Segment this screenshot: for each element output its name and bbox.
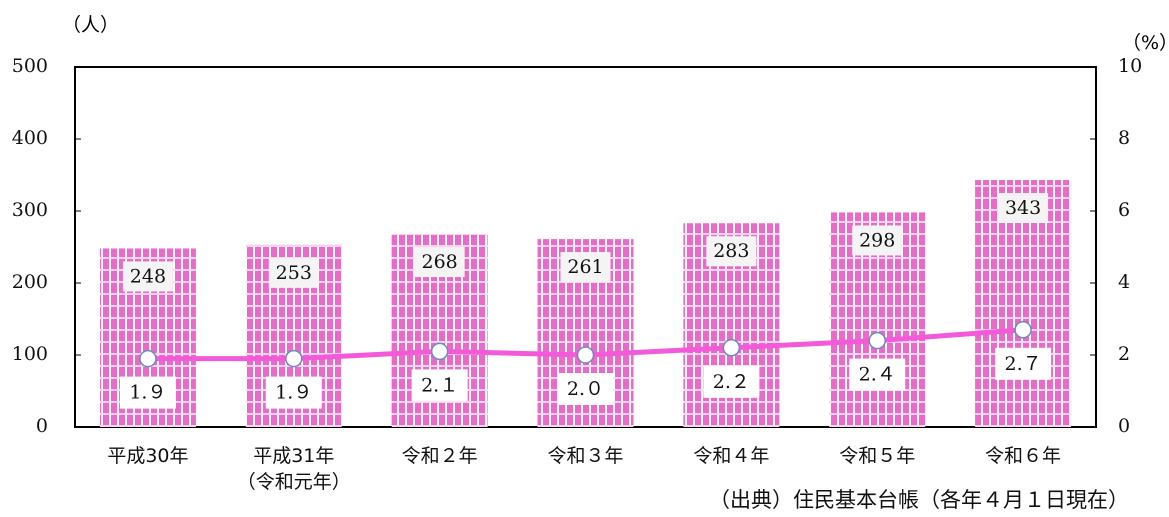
line-marker (576, 346, 595, 364)
bar-label-box (998, 193, 1049, 224)
x-tick-label: 令和６年 (985, 445, 1062, 467)
line-label-box (265, 376, 322, 409)
x-tick-label: 令和５年 (839, 445, 916, 467)
x-tick-label: 平成31年 （令和元年） (236, 445, 351, 493)
y-tick-label: 0 (36, 415, 48, 437)
y2-axis-label: （%） (1122, 32, 1169, 54)
line-label: 2.４ (859, 364, 896, 386)
line-label: 2.１ (421, 374, 458, 396)
line-label-box (411, 369, 468, 402)
x-tick-label: 令和２年 (401, 445, 478, 467)
y2-tick-label: 0 (1118, 415, 1130, 437)
y2-tick-label: 4 (1118, 271, 1130, 293)
line-marker (139, 349, 157, 368)
y2-tick-label: 6 (1118, 199, 1130, 221)
source: （出典）住民基本台帳（各年４月１日現在） (709, 488, 1129, 512)
x-tick-label: 平成30年 (107, 445, 189, 467)
bar-label: 261 (567, 256, 603, 278)
y2-tick-label: 8 (1118, 127, 1130, 149)
line-label: 1.９ (275, 382, 312, 404)
y2-tick-label: 10 (1118, 55, 1142, 77)
bar-label: 248 (130, 265, 166, 287)
line-label: 2.２ (713, 371, 750, 393)
line-label: 2.７ (1005, 353, 1042, 375)
y-axis-label: （人） (62, 14, 120, 36)
bar-label: 283 (713, 240, 749, 262)
bar-label-box (268, 257, 319, 288)
line-marker (285, 349, 303, 368)
bar-label: 253 (276, 262, 312, 284)
bar-label-box (706, 236, 757, 267)
y-tick-label: 300 (12, 199, 48, 221)
bar-label-box (560, 252, 611, 283)
line-marker (430, 342, 449, 361)
line-label-box (557, 373, 614, 405)
line-label-box (119, 376, 176, 409)
bar-label: 343 (1005, 197, 1041, 219)
line-marker (868, 331, 886, 350)
line-label-box (849, 358, 906, 391)
y-tick-label: 100 (12, 343, 48, 365)
x-tick-label: 令和４年 (693, 445, 770, 467)
x-tick-label: 令和３年 (547, 445, 624, 467)
bar-label-box (852, 225, 903, 256)
bar-label: 298 (859, 229, 895, 251)
line-marker (1014, 321, 1032, 339)
line-label-box (703, 365, 760, 398)
y-tick-label: 200 (12, 271, 48, 293)
line-label: 1.９ (129, 382, 166, 404)
bar-label: 268 (422, 251, 458, 273)
line-marker (722, 339, 741, 357)
y-tick-label: 400 (12, 127, 48, 149)
bar-label-box (414, 247, 465, 278)
y-tick-label: 500 (12, 55, 48, 77)
line-label: 2.０ (567, 378, 604, 400)
y2-tick-label: 2 (1118, 343, 1130, 365)
line-label-box (995, 347, 1052, 380)
bar-label-box (122, 261, 173, 292)
